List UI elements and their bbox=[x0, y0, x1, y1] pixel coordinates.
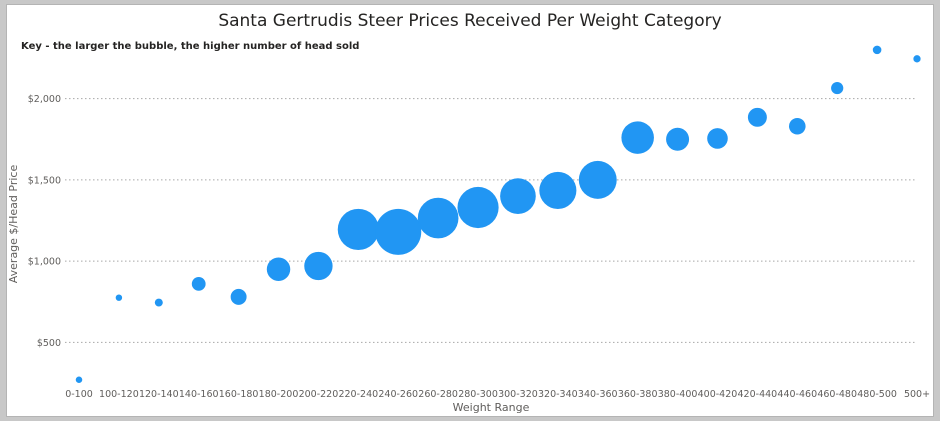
y-axis-ticks: $500 $1,000 $1,500 $2,000 bbox=[28, 94, 61, 349]
x-tick-label: 340-360 bbox=[578, 389, 618, 400]
bubble-420-440[interactable] bbox=[747, 107, 767, 127]
bubble-120-140[interactable] bbox=[154, 298, 163, 307]
y-tick-label: $2,000 bbox=[28, 94, 61, 105]
bubble-160-180[interactable] bbox=[230, 288, 247, 305]
x-tick-label: 500+ bbox=[904, 389, 930, 400]
bubble-0-100[interactable] bbox=[75, 376, 83, 384]
x-tick-label: 160-180 bbox=[219, 389, 259, 400]
bubbles bbox=[75, 45, 921, 384]
x-tick-label: 360-380 bbox=[618, 389, 658, 400]
bubble-320-340[interactable] bbox=[539, 171, 577, 209]
x-tick-label: 480-500 bbox=[857, 389, 897, 400]
bubble-480-500[interactable] bbox=[872, 45, 882, 55]
bubble-340-360[interactable] bbox=[578, 160, 617, 199]
bubble-240-260[interactable] bbox=[375, 208, 422, 255]
chart-title: Santa Gertrudis Steer Prices Received Pe… bbox=[218, 11, 722, 31]
x-tick-label: 400-420 bbox=[698, 389, 738, 400]
bubble-460-480[interactable] bbox=[831, 81, 844, 95]
y-tick-label: $1,000 bbox=[28, 257, 61, 268]
x-tick-label: 320-340 bbox=[538, 389, 578, 400]
chart-key-note: Key - the larger the bubble, the higher … bbox=[21, 41, 360, 52]
x-tick-label: 0-100 bbox=[65, 389, 93, 400]
x-tick-label: 280-300 bbox=[458, 389, 498, 400]
x-tick-label: 380-400 bbox=[658, 389, 698, 400]
bubble-260-280[interactable] bbox=[417, 197, 459, 239]
x-tick-label: 120-140 bbox=[139, 389, 179, 400]
x-tick-label: 200-220 bbox=[299, 389, 339, 400]
x-tick-label: 300-320 bbox=[498, 389, 538, 400]
bubble-400-420[interactable] bbox=[707, 128, 728, 149]
x-tick-label: 220-240 bbox=[338, 389, 378, 400]
bubble-220-240[interactable] bbox=[337, 208, 379, 251]
x-tick-label: 180-200 bbox=[259, 389, 299, 400]
y-tick-label: $1,500 bbox=[28, 175, 61, 186]
bubble-280-300[interactable] bbox=[457, 186, 499, 229]
x-tick-label: 240-260 bbox=[378, 389, 418, 400]
bubble-380-400[interactable] bbox=[666, 127, 690, 151]
x-tick-label: 420-440 bbox=[738, 389, 778, 400]
bubble-300-320[interactable] bbox=[500, 178, 536, 214]
bubble-180-200[interactable] bbox=[266, 257, 291, 281]
x-axis-title: Weight Range bbox=[453, 401, 530, 414]
bubble-chart: $500 $1,000 $1,500 $2,000 0-100 100-120 120-1… bbox=[7, 45, 930, 414]
bubble-360-380[interactable] bbox=[621, 121, 654, 154]
y-axis-title: Average $/Head Price bbox=[7, 165, 20, 284]
x-tick-label: 100-120 bbox=[99, 389, 139, 400]
bubble-200-220[interactable] bbox=[304, 251, 333, 281]
chart-frame: Santa Gertrudis Steer Prices Received Pe… bbox=[6, 4, 934, 417]
x-tick-label: 440-460 bbox=[777, 389, 817, 400]
bubble-440-460[interactable] bbox=[788, 117, 806, 135]
x-tick-label: 260-280 bbox=[418, 389, 458, 400]
x-axis-ticks: 0-100 100-120 120-140 140-160 160-180 180-200… bbox=[65, 389, 930, 400]
y-tick-label: $500 bbox=[37, 338, 61, 349]
bubble-100-120[interactable] bbox=[115, 294, 123, 301]
x-tick-label: 460-480 bbox=[817, 389, 857, 400]
bubble-500+[interactable] bbox=[913, 55, 921, 63]
bubble-140-160[interactable] bbox=[191, 276, 206, 291]
x-tick-label: 140-160 bbox=[179, 389, 219, 400]
